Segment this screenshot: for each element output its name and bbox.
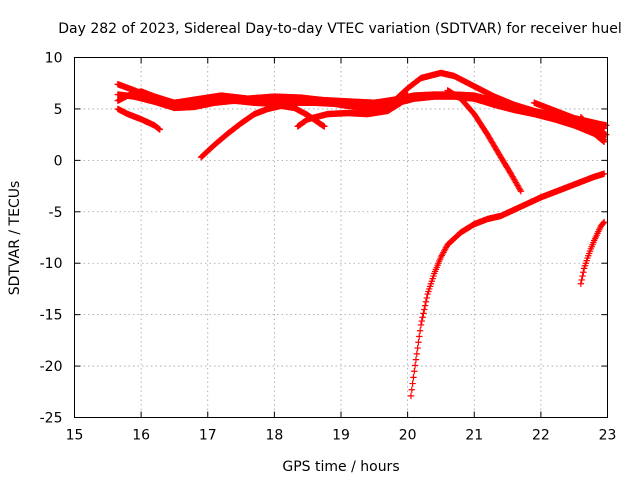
data-point (600, 137, 607, 145)
data-point (417, 321, 425, 329)
data-point (404, 91, 411, 98)
series-arc-8 (407, 170, 608, 400)
y-axis-label: SDTVAR / TECUs (7, 181, 23, 296)
x-tick-label: 22 (532, 428, 550, 444)
data-point (411, 362, 419, 369)
data-point (421, 306, 428, 313)
y-tick-label: -5 (49, 205, 63, 221)
data-point (420, 310, 427, 317)
y-tick-label: 0 (54, 153, 63, 169)
x-tick-label: 18 (265, 428, 283, 444)
data-point (600, 219, 607, 227)
y-tick-label: -20 (40, 359, 63, 375)
data-point (403, 92, 410, 99)
data-point (413, 350, 420, 358)
data-point (421, 302, 429, 309)
data-point (577, 280, 585, 287)
y-tick-label: -15 (40, 308, 63, 324)
y-tick-label: 5 (54, 102, 63, 118)
series-arc-10 (577, 218, 608, 287)
data-point (416, 333, 423, 340)
series-arc-7 (444, 87, 525, 195)
data-point (410, 374, 417, 381)
data-point (321, 123, 328, 130)
data-point (156, 126, 163, 133)
data-point (602, 122, 610, 129)
data-point (602, 131, 610, 138)
data-point (419, 314, 426, 321)
series-arc-6 (294, 91, 411, 130)
data-point (409, 380, 416, 387)
series-arc-3 (114, 69, 608, 132)
x-tick-label: 15 (66, 428, 84, 444)
y-tick-label: 10 (45, 51, 63, 67)
chart-title: Day 282 of 2023, Sidereal Day-to-day VTE… (58, 21, 621, 37)
data-point (407, 392, 415, 400)
data-point (411, 368, 418, 375)
data-point (600, 218, 608, 226)
x-tick-label: 17 (199, 428, 217, 444)
ticks: 15 16 17 18 19 20 21 22 23 10 5 0 -5 -10 -15 -20 -25 (40, 51, 617, 444)
data-point (600, 170, 608, 177)
data-point (414, 344, 421, 352)
y-tick-label: -10 (40, 256, 63, 272)
data-point (412, 356, 420, 363)
x-axis-label: GPS time / hours (282, 459, 399, 475)
series-arc-4 (114, 105, 163, 133)
x-tick-label: 20 (399, 428, 417, 444)
data-point (580, 269, 587, 276)
y-tick-label: -25 (40, 411, 63, 427)
x-tick-label: 19 (332, 428, 350, 444)
data-point (423, 294, 430, 302)
data-point (517, 188, 525, 195)
data-point (578, 276, 585, 284)
series-arc-5 (197, 102, 328, 161)
data-point (416, 327, 424, 334)
data-point (422, 298, 430, 305)
data-point (516, 186, 524, 193)
x-tick-label: 16 (132, 428, 150, 444)
data-point (600, 138, 608, 146)
data-points (114, 69, 610, 400)
data-point (408, 386, 415, 393)
x-tick-label: 23 (599, 428, 617, 444)
grid (74, 57, 608, 418)
data-point (418, 317, 425, 325)
data-point (415, 339, 422, 346)
series-arc-11 (577, 113, 610, 138)
data-point (579, 272, 586, 280)
x-tick-label: 21 (465, 428, 483, 444)
